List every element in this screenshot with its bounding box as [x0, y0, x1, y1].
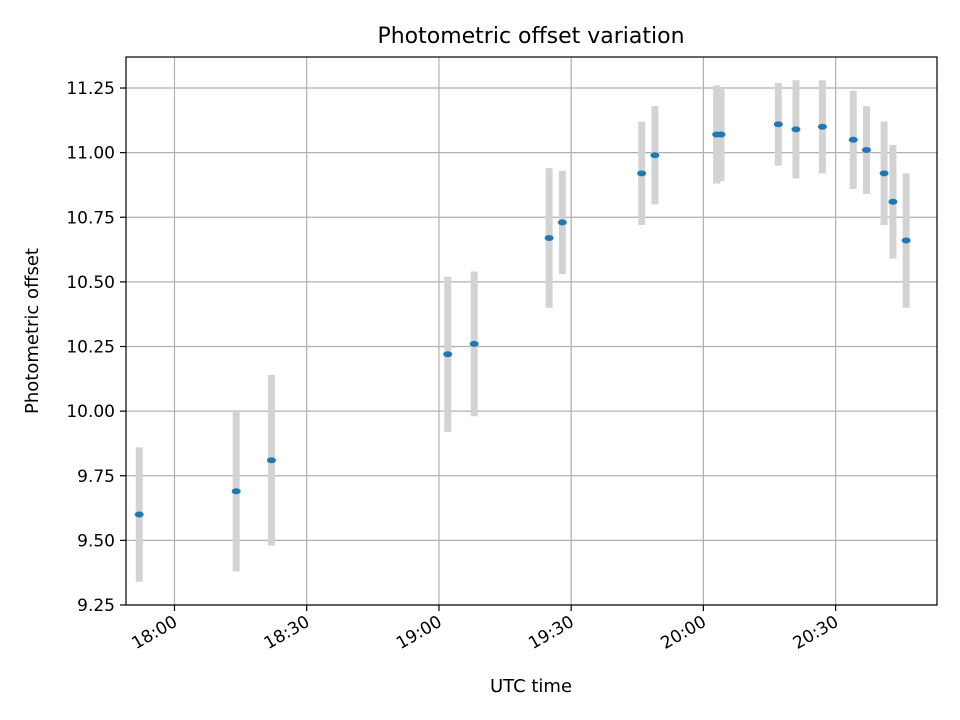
data-point: [888, 198, 898, 205]
y-tick-label: 10.50: [66, 273, 115, 293]
data-point: [791, 126, 801, 133]
y-tick-label: 9.25: [77, 596, 115, 616]
data-point: [879, 170, 889, 177]
y-tick-label: 10.25: [66, 338, 115, 358]
grid: [126, 57, 937, 606]
data-point: [773, 121, 783, 128]
y-tick-label: 9.75: [77, 467, 115, 487]
data-point: [650, 152, 660, 159]
data-point: [848, 136, 858, 143]
data-point: [861, 147, 871, 154]
data-point: [557, 219, 567, 226]
y-tick-label: 10.75: [66, 208, 115, 228]
y-axis: 9.25 9.50 9.75 10.00 10.25 10.50 10.75 11.00 11.…: [66, 79, 126, 616]
y-tick-label: 9.50: [77, 531, 115, 551]
y-tick-label: 11.00: [66, 144, 115, 164]
data-point: [231, 488, 241, 495]
data-point: [134, 511, 144, 518]
data-point: [266, 457, 276, 464]
y-tick-label: 10.00: [66, 402, 115, 422]
y-tick-label: 11.25: [66, 79, 115, 99]
data-point: [901, 237, 911, 244]
plot-frame: [125, 56, 938, 606]
data-point: [637, 170, 647, 177]
data-point: [544, 234, 554, 241]
data-point: [469, 340, 479, 347]
data-point: [443, 351, 453, 358]
data-point: [817, 123, 827, 130]
data-points: [134, 121, 911, 518]
chart-title: Photometric offset variation: [377, 24, 684, 49]
data-point: [716, 131, 726, 138]
x-axis-label: UTC time: [490, 676, 572, 697]
y-axis-label: Photometric offset: [22, 248, 43, 414]
